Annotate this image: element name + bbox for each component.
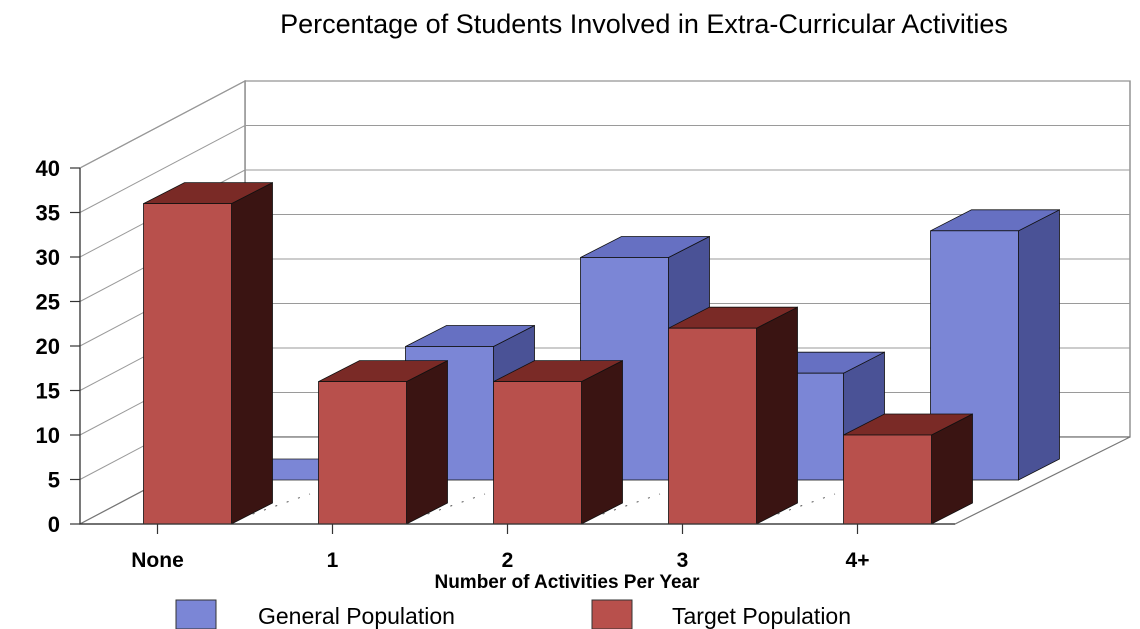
bar-target-1 [319, 361, 448, 524]
bar-target-2 [494, 361, 623, 524]
bar-target-2-front [494, 382, 582, 524]
y-tick-label: 40 [36, 156, 60, 181]
x-tick-label: 4+ [846, 549, 870, 572]
bar-target-4 [844, 414, 973, 524]
x-tick-label: None [131, 549, 184, 572]
x-tick-label: 3 [677, 549, 689, 572]
bar-target-3 [669, 307, 798, 524]
legend-label-target: Target Population [672, 603, 851, 629]
bar-target-0-front [144, 204, 232, 524]
y-tick-label: 25 [36, 290, 60, 315]
x-tick-label: 2 [502, 549, 514, 572]
bar-target-3-front [669, 328, 757, 524]
x-tick-label: 1 [327, 549, 339, 572]
legend-label-general: General Population [258, 603, 455, 629]
bar-target-2-side [582, 361, 623, 524]
legend-swatch-target [592, 600, 632, 629]
x-axis: None 1 2 3 4+ [80, 524, 955, 572]
bar-target-1-side [407, 361, 448, 524]
chart-title: Percentage of Students Involved in Extra… [280, 9, 1008, 39]
y-tick-label: 20 [36, 334, 60, 359]
y-tick-label: 0 [48, 512, 60, 537]
bar-target-1-front [319, 382, 407, 524]
bar-target-0 [144, 183, 273, 524]
x-axis-title: Number of Activities Per Year [434, 572, 700, 593]
bar-target-0-side [232, 183, 273, 524]
y-tick-label: 10 [36, 423, 60, 448]
bar-target-3-side [757, 307, 798, 524]
y-tick-label: 30 [36, 245, 60, 270]
y-axis: 0 5 10 15 20 25 30 35 40 [36, 156, 80, 537]
legend: General Population Target Population [176, 600, 851, 629]
bar-general-4-side [1019, 210, 1060, 480]
y-tick-label: 5 [48, 468, 60, 493]
bar-target-4-front [844, 435, 932, 524]
y-tick-label: 35 [36, 201, 60, 226]
y-tick-label: 15 [36, 379, 60, 404]
legend-swatch-general [176, 600, 216, 629]
